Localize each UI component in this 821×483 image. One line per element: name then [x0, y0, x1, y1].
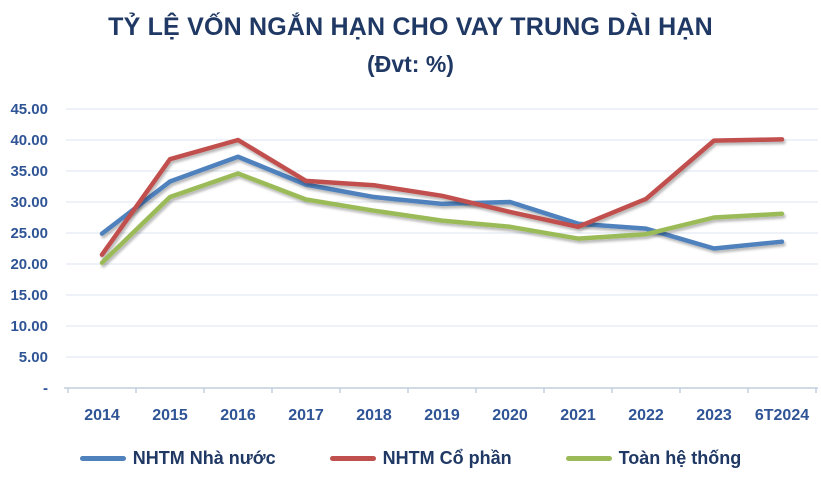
- chart-legend: NHTM Nhà nước NHTM Cổ phần Toàn hệ thống: [0, 442, 821, 474]
- gridlines: [66, 108, 818, 358]
- x-axis-labels: 2014 2015 2016 2017 2018 2019 2020 2021 2022 2023…: [84, 407, 809, 424]
- series-line-nhtm-co-phan: [99, 137, 785, 257]
- y-axis-label: 10.00: [10, 318, 48, 335]
- y-axis-label: 5.00: [19, 349, 48, 366]
- x-axis-label: 2017: [288, 407, 324, 424]
- legend-label: NHTM Nhà nước: [132, 447, 276, 468]
- series-line-toan-he-thong: [99, 171, 785, 266]
- series-line-nhtm-nha-nuoc: [99, 154, 785, 251]
- x-axis-label: 2016: [220, 407, 256, 424]
- y-axis-label: 45.00: [10, 101, 48, 118]
- y-axis-label: 15.00: [10, 287, 48, 304]
- chart-subtitle: (Đvt: %): [367, 51, 454, 77]
- y-axis-labels: - 5.00 10.00 15.00 20.00 25.00 30.00 35.00 40.00…: [10, 101, 48, 397]
- chart-title: TỶ LỆ VỐN NGẮN HẠN CHO VAY TRUNG DÀI HẠN: [108, 13, 713, 41]
- x-axis-label: 2020: [492, 407, 528, 424]
- y-axis-label: -: [43, 380, 48, 397]
- x-axis-label: 2014: [84, 407, 120, 424]
- y-axis-label: 25.00: [10, 225, 48, 242]
- legend-label: Toàn hệ thống: [618, 447, 742, 468]
- axes: [64, 387, 818, 393]
- x-axis-label: 6T2024: [755, 407, 809, 424]
- x-axis-label: 2021: [560, 407, 596, 424]
- y-axis-label: 30.00: [10, 194, 48, 211]
- legend-item: NHTM Cổ phần: [329, 447, 512, 469]
- legend-item: NHTM Nhà nước: [79, 447, 276, 469]
- x-axis-label: 2019: [424, 407, 460, 424]
- legend-item: Toàn hệ thống: [565, 447, 742, 469]
- x-axis-label: 2015: [152, 407, 188, 424]
- legend-swatch: [79, 455, 126, 461]
- x-axis-label: 2018: [356, 407, 392, 424]
- y-axis-label: 40.00: [10, 132, 48, 149]
- x-axis-label: 2023: [696, 407, 732, 424]
- legend-label: NHTM Cổ phần: [382, 447, 512, 468]
- series-lines: [99, 137, 785, 266]
- x-axis-label: 2022: [628, 407, 664, 424]
- y-axis-label: 20.00: [10, 256, 48, 273]
- y-axis-label: 35.00: [10, 163, 48, 180]
- legend-swatch: [565, 455, 612, 461]
- legend-swatch: [329, 455, 376, 461]
